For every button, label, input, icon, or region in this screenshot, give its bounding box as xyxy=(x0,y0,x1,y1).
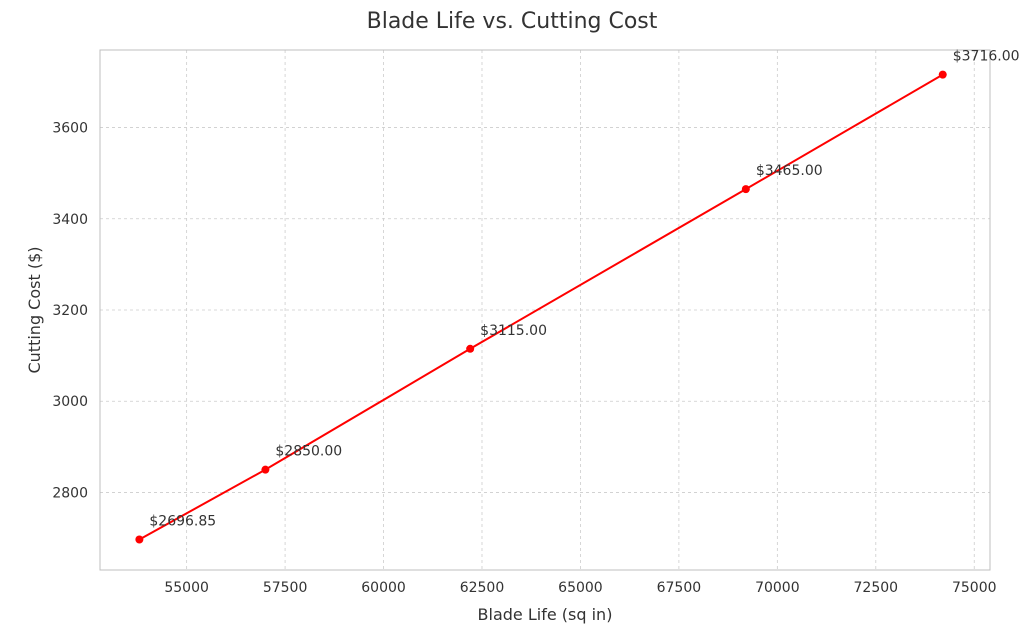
x-tick-label: 57500 xyxy=(263,580,308,596)
chart-container: 55000 57500 60000 62500 65000 67500 70000 72500… xyxy=(0,0,1024,641)
y-tick-label: 2800 xyxy=(52,485,88,501)
x-tick-label: 70000 xyxy=(755,580,800,596)
data-point xyxy=(939,71,947,79)
x-axis-label: Blade Life (sq in) xyxy=(478,605,613,624)
data-point-label: $2850.00 xyxy=(275,444,342,460)
chart-background xyxy=(0,0,1024,641)
y-tick-label: 3000 xyxy=(52,394,88,410)
chart-svg: 55000 57500 60000 62500 65000 67500 70000 72500… xyxy=(0,0,1024,641)
y-tick-label: 3400 xyxy=(52,212,88,228)
chart-title: Blade Life vs. Cutting Cost xyxy=(367,9,658,34)
data-point-label: $3115.00 xyxy=(480,323,547,339)
x-tick-label: 55000 xyxy=(164,580,209,596)
y-tick-label: 3200 xyxy=(52,303,88,319)
x-tick-label: 67500 xyxy=(657,580,702,596)
data-point xyxy=(261,466,269,474)
y-axis-label: Cutting Cost ($) xyxy=(25,246,44,373)
x-tick-label: 60000 xyxy=(361,580,406,596)
x-tick-label: 72500 xyxy=(854,580,899,596)
y-tick-label: 3600 xyxy=(52,121,88,137)
data-point xyxy=(466,345,474,353)
x-tick-label: 75000 xyxy=(952,580,997,596)
data-point xyxy=(742,185,750,193)
data-point-label: $2696.85 xyxy=(149,514,216,530)
data-point-label: $3465.00 xyxy=(756,163,823,179)
data-point xyxy=(135,536,143,544)
data-point-label: $3716.00 xyxy=(953,49,1020,65)
x-tick-label: 62500 xyxy=(460,580,505,596)
x-tick-label: 65000 xyxy=(558,580,603,596)
